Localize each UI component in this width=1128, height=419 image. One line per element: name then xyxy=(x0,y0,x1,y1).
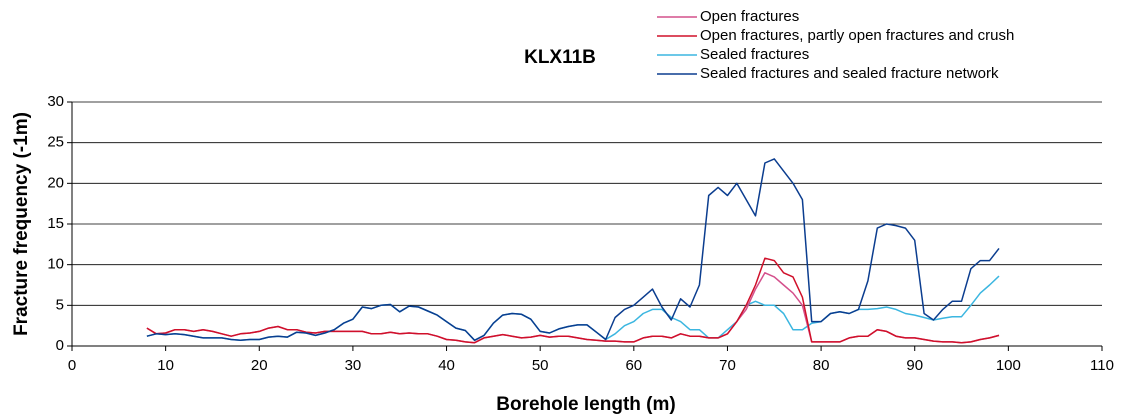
x-tick-label: 10 xyxy=(157,357,174,374)
x-tick-label: 70 xyxy=(719,357,736,374)
y-tick-label: 0 xyxy=(56,337,64,354)
y-tick-label: 25 xyxy=(47,134,64,151)
x-tick-label: 50 xyxy=(532,357,549,374)
chart-title: KLX11B xyxy=(524,47,596,68)
y-axis-label: Fracture frequency (-1m) xyxy=(11,112,32,336)
x-tick-label: 60 xyxy=(625,357,642,374)
x-tick-label: 40 xyxy=(438,357,455,374)
y-tick-label: 10 xyxy=(47,256,64,273)
y-tick-label: 15 xyxy=(47,215,64,232)
data-line xyxy=(146,272,1000,344)
data-line xyxy=(146,158,1000,342)
y-tick-label: 5 xyxy=(56,296,64,313)
data-line xyxy=(146,275,1000,342)
y-tick-label: 30 xyxy=(47,93,64,110)
x-tick-label: 90 xyxy=(906,357,923,374)
legend-text: Open fractures, partly open fractures an… xyxy=(700,27,1014,44)
y-tick-label: 20 xyxy=(47,174,64,191)
x-tick-label: 20 xyxy=(251,357,268,374)
x-axis-label: Borehole length (m) xyxy=(496,394,675,415)
x-tick-label: 100 xyxy=(996,357,1021,374)
legend-text: Sealed fractures xyxy=(700,46,809,63)
x-tick-label: 80 xyxy=(813,357,830,374)
legend-text: Sealed fractures and sealed fracture net… xyxy=(700,65,999,82)
x-tick-label: 0 xyxy=(68,357,76,374)
data-line xyxy=(146,257,1000,344)
x-tick-label: 110 xyxy=(1090,357,1114,374)
legend-text: Open fractures xyxy=(700,8,799,25)
x-tick-label: 30 xyxy=(345,357,362,374)
